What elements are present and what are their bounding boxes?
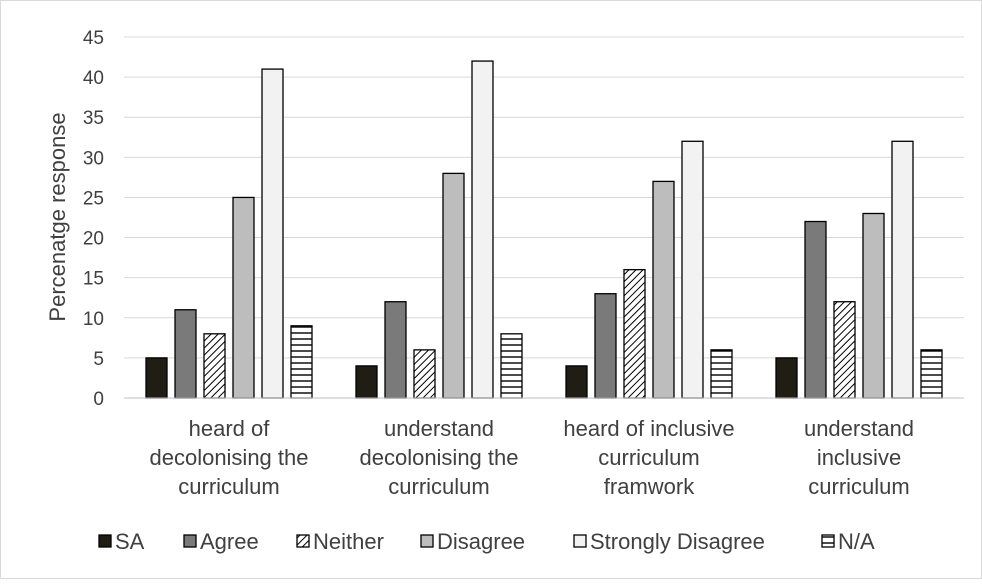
bar-disagree (442, 172, 465, 399)
legend: SA Agree Neither Disagree Strongly Disagree N… (98, 529, 875, 554)
legend-label: SA (115, 529, 145, 554)
bar-sa (775, 357, 798, 399)
y-tick-label: 0 (93, 389, 104, 410)
legend-swatch (296, 534, 310, 548)
y-tick-label: 5 (93, 349, 104, 370)
y-axis-ticks: 0 5 10 15 20 25 30 35 40 45 (83, 28, 104, 410)
bar-sa (355, 365, 378, 399)
bar-agree (804, 220, 827, 399)
bar-n-a (710, 349, 733, 399)
y-tick-label: 45 (83, 28, 104, 49)
bar-sa (565, 365, 588, 399)
y-tick-label: 30 (83, 148, 104, 169)
y-tick-label: 10 (83, 309, 104, 330)
y-tick-label: 35 (83, 108, 104, 129)
y-tick-label: 15 (83, 269, 104, 290)
bar-strongly-disagree (471, 60, 494, 399)
bar-agree (384, 301, 407, 399)
bar-neither (413, 349, 436, 399)
legend-label: Neither (313, 529, 384, 554)
legend-label: N/A (838, 529, 875, 554)
legend-swatch (98, 534, 112, 548)
legend-label: Disagree (437, 529, 525, 554)
x-category-label: heard of decolonising the curriculum (149, 416, 308, 499)
legend-swatch (573, 534, 587, 548)
y-tick-label: 40 (83, 68, 104, 89)
y-tick-label: 20 (83, 229, 104, 250)
y-axis-label: Percenatge response (45, 112, 70, 321)
bar-strongly-disagree (891, 140, 914, 399)
bar-sa (145, 357, 168, 399)
legend-label: Strongly Disagree (590, 529, 765, 554)
legend-swatch (420, 534, 434, 548)
y-tick-label: 25 (83, 188, 104, 209)
bar-strongly-disagree (681, 140, 704, 399)
bar-disagree (232, 196, 255, 399)
legend-label: Agree (200, 529, 259, 554)
x-category-label: understand decolonising the curriculum (359, 416, 518, 499)
bar-disagree (652, 180, 675, 399)
x-category-label: understand inclusive curriculum (804, 416, 914, 499)
legend-swatch (183, 534, 197, 548)
bar-n-a (290, 325, 313, 399)
bar-n-a (920, 349, 943, 399)
bar-strongly-disagree (261, 68, 284, 399)
legend-swatch (821, 534, 835, 548)
x-category-label: heard of inclusive curriculum framwork (563, 416, 734, 499)
bar-n-a (500, 333, 523, 399)
bar-neither (623, 268, 646, 399)
bars (145, 60, 943, 399)
bar-agree (594, 293, 617, 399)
bar-neither (833, 301, 856, 399)
bar-agree (174, 309, 197, 399)
bar-neither (203, 333, 226, 399)
x-axis-category-labels: heard of decolonising the curriculum unders… (149, 416, 914, 499)
bar-disagree (862, 212, 885, 399)
